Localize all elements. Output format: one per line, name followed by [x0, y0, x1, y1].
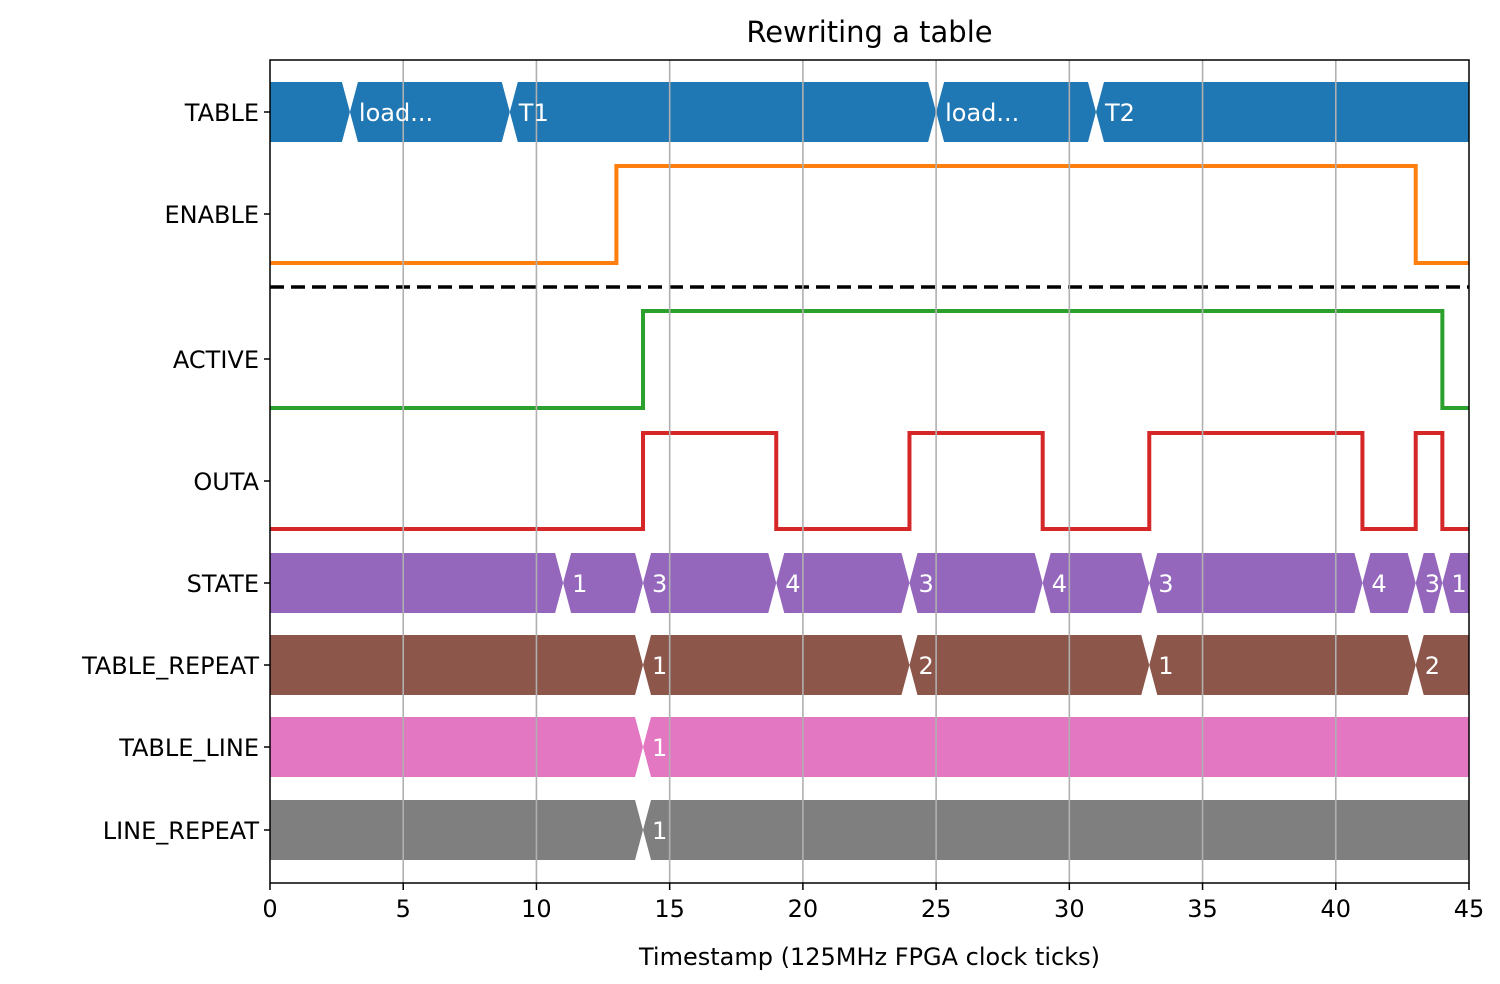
state-segment: [643, 553, 777, 613]
table_repeat-segment-label: 2: [1425, 652, 1440, 680]
signal-traces: [270, 82, 1469, 860]
table-segment: [349, 82, 510, 142]
signal-name-state: STATE: [187, 570, 259, 598]
state-segment: [1415, 553, 1443, 613]
state-segment: [776, 553, 910, 613]
outa-trace: [270, 431, 1469, 531]
table-segment: [936, 82, 1096, 142]
table_repeat-segment: [643, 635, 910, 695]
signal-labels: load... T1 load... T21 3 4 3 4 3 4 3 11 2 1 211TABLEEN…: [81, 99, 1467, 845]
table-segment-label: load...: [945, 99, 1019, 127]
table-segment-label: T1: [518, 99, 549, 127]
grid-lines: [402, 60, 1337, 883]
table_repeat-segment: [1415, 635, 1469, 695]
state-segment-label: 4: [1052, 570, 1067, 598]
table_line-segment-label: 1: [652, 734, 667, 762]
enable-trace: [270, 164, 1469, 265]
state-segment: [1149, 553, 1363, 613]
signal-name-active: ACTIVE: [173, 346, 259, 374]
x-tick-label: 35: [1187, 895, 1218, 923]
x-tick-label: 30: [1054, 895, 1085, 923]
table_line-segment: [270, 717, 644, 777]
table-segment: [509, 82, 937, 142]
table-segment-label: T2: [1104, 99, 1135, 127]
line_repeat-segment-label: 1: [652, 817, 667, 845]
chart-title: Rewriting a table: [746, 15, 992, 49]
state-segment: [1442, 553, 1469, 613]
plot-frame: [269, 59, 1470, 884]
state-segment-label: 3: [652, 570, 667, 598]
line_repeat-segment: [643, 800, 1469, 860]
table_line-segment: [643, 717, 1469, 777]
x-tick-label: 40: [1321, 895, 1352, 923]
signal-name-outa: OUTA: [193, 468, 259, 496]
state-segment-label: 3: [1158, 570, 1173, 598]
x-tick-label: 0: [262, 895, 277, 923]
state-segment-label: 4: [785, 570, 800, 598]
table_repeat-segment-label: 1: [1158, 652, 1173, 680]
x-tick-label: 45: [1454, 895, 1485, 923]
table_repeat-segment: [909, 635, 1150, 695]
x-tick-label: 20: [788, 895, 819, 923]
table_repeat-segment: [1149, 635, 1416, 695]
signal-name-line_repeat: LINE_REPEAT: [103, 817, 260, 845]
x-tick-label: 15: [654, 895, 685, 923]
x-tick-label: 5: [396, 895, 411, 923]
table-segment: [1095, 82, 1469, 142]
table_repeat-segment: [270, 635, 644, 695]
state-segment: [909, 553, 1043, 613]
state-segment-label: 4: [1371, 570, 1386, 598]
state-segment-label: 3: [1425, 570, 1440, 598]
signal-name-table: TABLE: [184, 99, 259, 127]
state-segment-label: 1: [1451, 570, 1466, 598]
table-segment-label: load...: [359, 99, 433, 127]
x-tick-label: 25: [921, 895, 952, 923]
table_repeat-segment-label: 2: [918, 652, 933, 680]
state-segment: [270, 553, 564, 613]
signal-name-table_repeat: TABLE_REPEAT: [81, 652, 259, 680]
state-segment: [563, 553, 644, 613]
state-segment-label: 3: [918, 570, 933, 598]
x-axis: 0 5 10 15 20 25 30 35 40 45: [262, 111, 1485, 923]
signal-name-table_line: TABLE_LINE: [118, 734, 259, 762]
state-segment-label: 1: [572, 570, 587, 598]
table-segment: [270, 82, 350, 142]
signal-name-enable: ENABLE: [164, 201, 259, 229]
line_repeat-segment: [270, 800, 644, 860]
active-trace: [270, 309, 1469, 410]
table_repeat-segment-label: 1: [652, 652, 667, 680]
x-axis-label: Timestamp (125MHz FPGA clock ticks): [638, 943, 1100, 971]
x-tick-label: 10: [521, 895, 552, 923]
state-segment: [1362, 553, 1416, 613]
